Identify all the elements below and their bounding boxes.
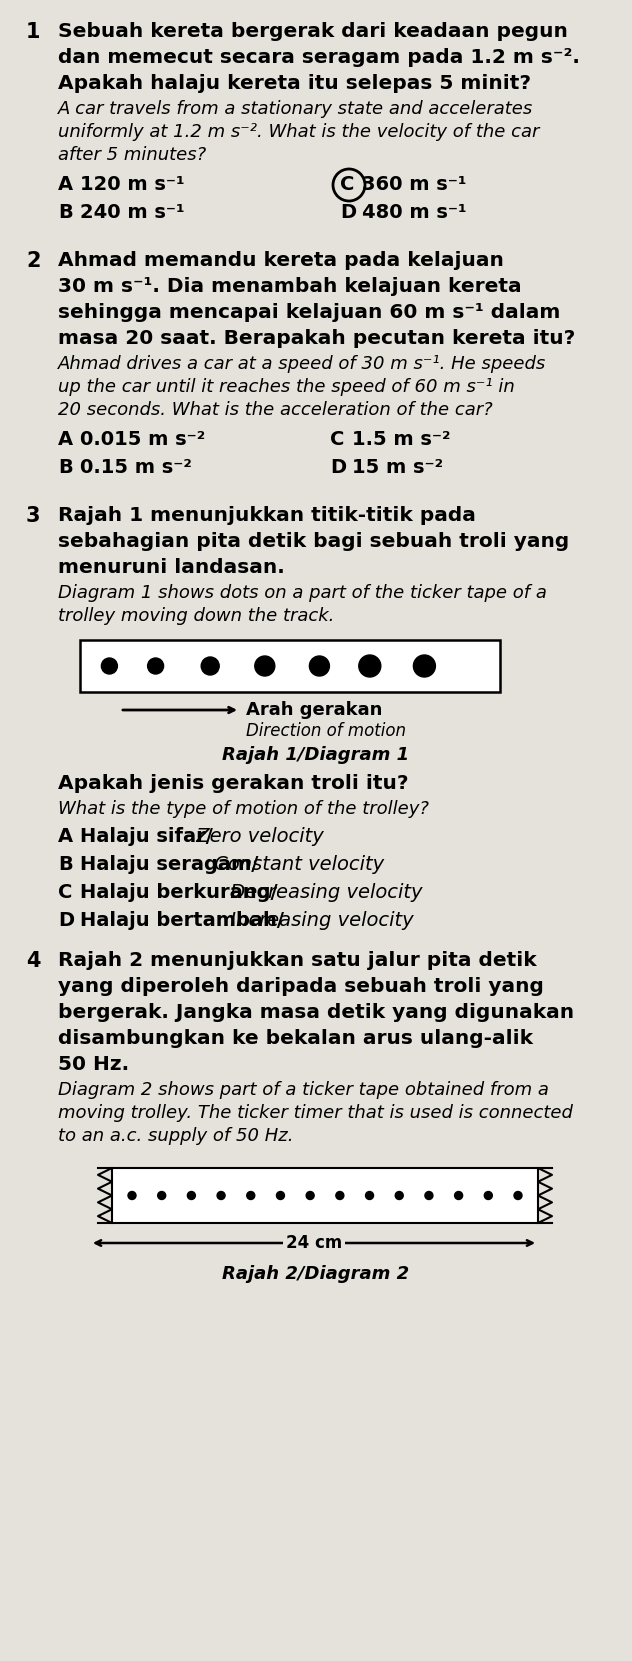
Text: up the car until it reaches the speed of 60 m s⁻¹ in: up the car until it reaches the speed of… bbox=[58, 379, 514, 395]
Text: 240 m s⁻¹: 240 m s⁻¹ bbox=[80, 203, 185, 223]
Text: What is the type of motion of the trolley?: What is the type of motion of the trolle… bbox=[58, 801, 429, 817]
Text: A car travels from a stationary state and accelerates: A car travels from a stationary state an… bbox=[58, 100, 533, 118]
Circle shape bbox=[454, 1191, 463, 1199]
Text: disambungkan ke bekalan arus ulang-alik: disambungkan ke bekalan arus ulang-alik bbox=[58, 1030, 533, 1048]
Text: Constant velocity: Constant velocity bbox=[207, 855, 384, 874]
Circle shape bbox=[514, 1191, 522, 1199]
Circle shape bbox=[395, 1191, 403, 1199]
Text: 120 m s⁻¹: 120 m s⁻¹ bbox=[80, 174, 185, 194]
Circle shape bbox=[484, 1191, 492, 1199]
Text: Diagram 2 shows part of a ticker tape obtained from a: Diagram 2 shows part of a ticker tape ob… bbox=[58, 1081, 549, 1100]
Text: Rajah 2/Diagram 2: Rajah 2/Diagram 2 bbox=[222, 1266, 410, 1282]
Text: 0.15 m s⁻²: 0.15 m s⁻² bbox=[80, 458, 192, 477]
Circle shape bbox=[246, 1191, 255, 1199]
Circle shape bbox=[217, 1191, 225, 1199]
Text: A: A bbox=[58, 430, 73, 448]
Text: bergerak. Jangka masa detik yang digunakan: bergerak. Jangka masa detik yang digunak… bbox=[58, 1003, 574, 1022]
Text: 1.5 m s⁻²: 1.5 m s⁻² bbox=[352, 430, 451, 448]
Circle shape bbox=[128, 1191, 136, 1199]
Text: 20 seconds. What is the acceleration of the car?: 20 seconds. What is the acceleration of … bbox=[58, 400, 492, 419]
Text: to an a.c. supply of 50 Hz.: to an a.c. supply of 50 Hz. bbox=[58, 1128, 293, 1144]
Text: Halaju sifar/: Halaju sifar/ bbox=[80, 827, 213, 845]
Text: 3: 3 bbox=[26, 507, 40, 527]
Text: D: D bbox=[330, 458, 346, 477]
Circle shape bbox=[359, 654, 381, 678]
Text: dan memecut secara seragam pada 1.2 m s⁻².: dan memecut secara seragam pada 1.2 m s⁻… bbox=[58, 48, 580, 66]
Text: 480 m s⁻¹: 480 m s⁻¹ bbox=[362, 203, 466, 223]
Text: Halaju berkurang/: Halaju berkurang/ bbox=[80, 884, 277, 902]
Circle shape bbox=[187, 1191, 195, 1199]
Text: B: B bbox=[58, 203, 73, 223]
Text: trolley moving down the track.: trolley moving down the track. bbox=[58, 606, 334, 625]
Circle shape bbox=[148, 658, 164, 674]
Text: A: A bbox=[58, 174, 73, 194]
Text: Direction of motion: Direction of motion bbox=[246, 723, 406, 741]
Text: Rajah 2 menunjukkan satu jalur pita detik: Rajah 2 menunjukkan satu jalur pita deti… bbox=[58, 952, 537, 970]
Text: Rajah 1 menunjukkan titik-titik pada: Rajah 1 menunjukkan titik-titik pada bbox=[58, 507, 476, 525]
Text: Decreasing velocity: Decreasing velocity bbox=[224, 884, 423, 902]
Text: B: B bbox=[58, 855, 73, 874]
Text: Zero velocity: Zero velocity bbox=[190, 827, 324, 845]
Circle shape bbox=[310, 656, 329, 676]
Text: D: D bbox=[58, 910, 74, 930]
Text: 30 m s⁻¹. Dia menambah kelajuan kereta: 30 m s⁻¹. Dia menambah kelajuan kereta bbox=[58, 277, 521, 296]
Text: 4: 4 bbox=[26, 952, 40, 972]
Text: moving trolley. The ticker timer that is used is connected: moving trolley. The ticker timer that is… bbox=[58, 1105, 573, 1121]
Text: menuruni landasan.: menuruni landasan. bbox=[58, 558, 285, 576]
Text: C: C bbox=[58, 884, 73, 902]
Text: sebahagian pita detik bagi sebuah troli yang: sebahagian pita detik bagi sebuah troli … bbox=[58, 532, 569, 551]
Text: yang diperoleh daripada sebuah troli yang: yang diperoleh daripada sebuah troli yan… bbox=[58, 977, 544, 997]
Text: Ahmad memandu kereta pada kelajuan: Ahmad memandu kereta pada kelajuan bbox=[58, 251, 504, 271]
Text: D: D bbox=[340, 203, 356, 223]
Text: Apakah halaju kereta itu selepas 5 minit?: Apakah halaju kereta itu selepas 5 minit… bbox=[58, 75, 531, 93]
Text: 15 m s⁻²: 15 m s⁻² bbox=[352, 458, 443, 477]
Text: Arah gerakan: Arah gerakan bbox=[246, 701, 382, 719]
Text: Increasing velocity: Increasing velocity bbox=[224, 910, 414, 930]
Text: Sebuah kereta bergerak dari keadaan pegun: Sebuah kereta bergerak dari keadaan pegu… bbox=[58, 22, 568, 42]
Text: 2: 2 bbox=[26, 251, 40, 271]
Text: C: C bbox=[330, 430, 344, 448]
Circle shape bbox=[336, 1191, 344, 1199]
Text: after 5 minutes?: after 5 minutes? bbox=[58, 146, 206, 164]
Text: 24 cm: 24 cm bbox=[286, 1234, 342, 1252]
Circle shape bbox=[201, 658, 219, 674]
Text: Ahmad drives a car at a speed of 30 m s⁻¹. He speeds: Ahmad drives a car at a speed of 30 m s⁻… bbox=[58, 355, 546, 374]
Text: C: C bbox=[340, 174, 355, 194]
Text: 1: 1 bbox=[26, 22, 40, 42]
Text: B: B bbox=[58, 458, 73, 477]
Text: Rajah 1/Diagram 1: Rajah 1/Diagram 1 bbox=[222, 746, 410, 764]
Circle shape bbox=[365, 1191, 374, 1199]
Circle shape bbox=[101, 658, 118, 674]
Text: Diagram 1 shows dots on a part of the ticker tape of a: Diagram 1 shows dots on a part of the ti… bbox=[58, 585, 547, 601]
Text: sehingga mencapai kelajuan 60 m s⁻¹ dalam: sehingga mencapai kelajuan 60 m s⁻¹ dala… bbox=[58, 302, 561, 322]
Text: masa 20 saat. Berapakah pecutan kereta itu?: masa 20 saat. Berapakah pecutan kereta i… bbox=[58, 329, 575, 349]
Circle shape bbox=[276, 1191, 284, 1199]
Text: Halaju bertambah/: Halaju bertambah/ bbox=[80, 910, 284, 930]
Circle shape bbox=[413, 654, 435, 678]
Bar bbox=[112, 1168, 538, 1222]
Circle shape bbox=[425, 1191, 433, 1199]
Text: uniformly at 1.2 m s⁻². What is the velocity of the car: uniformly at 1.2 m s⁻². What is the velo… bbox=[58, 123, 539, 141]
Circle shape bbox=[255, 656, 275, 676]
Bar bbox=[80, 639, 500, 693]
Text: 360 m s⁻¹: 360 m s⁻¹ bbox=[362, 174, 466, 194]
Circle shape bbox=[306, 1191, 314, 1199]
Text: A: A bbox=[58, 827, 73, 845]
Text: 0.015 m s⁻²: 0.015 m s⁻² bbox=[80, 430, 205, 448]
Text: Apakah jenis gerakan troli itu?: Apakah jenis gerakan troli itu? bbox=[58, 774, 408, 792]
Text: Halaju seragam/: Halaju seragam/ bbox=[80, 855, 258, 874]
Text: 50 Hz.: 50 Hz. bbox=[58, 1055, 129, 1075]
Circle shape bbox=[158, 1191, 166, 1199]
